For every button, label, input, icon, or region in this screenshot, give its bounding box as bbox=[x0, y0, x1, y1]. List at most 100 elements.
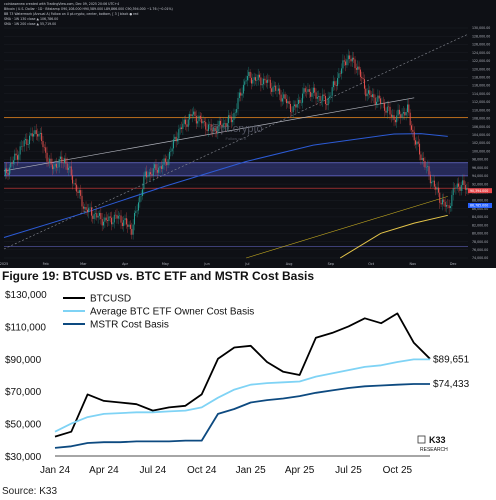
tv-candle-body bbox=[390, 114, 392, 117]
tv-candle-body bbox=[39, 132, 41, 134]
tv-candle-body bbox=[154, 164, 156, 169]
tv-candle-body bbox=[386, 106, 388, 113]
tv-candle-body bbox=[19, 146, 21, 155]
tv-candle-body bbox=[129, 224, 131, 229]
tv-candle-body bbox=[466, 188, 468, 190]
tv-candle-body bbox=[117, 215, 119, 219]
tv-candle-body bbox=[131, 228, 133, 235]
tv-candle-body bbox=[428, 166, 430, 175]
tv-price-label: 82,000.00 bbox=[472, 223, 488, 227]
tv-candle-body bbox=[80, 190, 82, 196]
tv-candle-body bbox=[93, 213, 95, 219]
series-line-0 bbox=[54, 312, 431, 438]
tv-candle-body bbox=[116, 214, 118, 219]
tv-candle-body bbox=[264, 78, 266, 81]
tv-candle-body bbox=[448, 205, 450, 208]
tv-candle-body bbox=[202, 121, 204, 124]
tv-candle-body bbox=[201, 118, 203, 124]
tv-candle-body bbox=[84, 207, 86, 209]
tv-candle-body bbox=[41, 132, 43, 142]
tv-candle-body bbox=[33, 134, 35, 137]
tv-candle-body bbox=[146, 171, 148, 178]
tv-candle-body bbox=[362, 78, 364, 80]
tv-candle-body bbox=[133, 212, 135, 225]
tv-candle-body bbox=[138, 202, 139, 211]
tv-candle-body bbox=[381, 102, 383, 104]
tv-price-tag-bg bbox=[468, 188, 492, 194]
y-tick-label: $130,000 bbox=[5, 290, 47, 301]
tv-candle-body bbox=[439, 192, 441, 203]
tv-month-label: Mar bbox=[80, 262, 87, 266]
tradingview-plot: 130,000.00 128,000.00 126,000.00 124,000.00… bbox=[0, 26, 492, 266]
tv-candle-body bbox=[217, 126, 219, 134]
tv-price-label: 122,000.00 bbox=[472, 59, 490, 63]
tv-price-label: 88,000.00 bbox=[472, 199, 488, 203]
tv-candle-body bbox=[179, 127, 181, 130]
tv-month-label: Sep bbox=[328, 262, 334, 266]
tv-candle-body bbox=[316, 96, 318, 99]
tv-candle-body bbox=[12, 160, 14, 164]
tv-price-label: 126,000.00 bbox=[472, 43, 490, 47]
tv-candle-body bbox=[197, 121, 199, 124]
tv-candle-body bbox=[144, 171, 146, 177]
tv-candle-body bbox=[279, 88, 281, 95]
tv-candle-body bbox=[334, 81, 336, 85]
tv-candle-body bbox=[220, 120, 222, 125]
tv-candle-body bbox=[86, 209, 88, 213]
tv-candle-body bbox=[228, 115, 230, 124]
tv-candle-body bbox=[150, 172, 152, 175]
tv-candle-body bbox=[281, 98, 283, 102]
tv-candle-body bbox=[349, 55, 351, 59]
tv-candle-body bbox=[358, 66, 360, 70]
tv-candle-body bbox=[177, 138, 178, 142]
tv-candle-body bbox=[27, 144, 29, 145]
tv-candle-body bbox=[174, 136, 176, 140]
tv-watermark-sub: Follow on X bbox=[226, 136, 247, 141]
tv-candle-body bbox=[31, 133, 33, 137]
tv-candle-body bbox=[310, 91, 312, 97]
tv-candle-body bbox=[396, 115, 398, 123]
tv-candle-body bbox=[68, 167, 70, 170]
tv-candle-body bbox=[413, 131, 415, 141]
tv-candle-body bbox=[61, 156, 63, 163]
tv-candle-body bbox=[394, 119, 396, 123]
tv-header-line: SMA · 1W 130 close ▲ 106,786.00 bbox=[4, 17, 59, 21]
tv-candle-body bbox=[314, 87, 316, 93]
tv-price-label: 128,000.00 bbox=[472, 34, 490, 38]
tv-candle-body bbox=[78, 190, 80, 194]
tv-candle-body bbox=[345, 61, 347, 66]
tv-price-label: 108,000.00 bbox=[472, 117, 490, 121]
tv-candle-body bbox=[205, 122, 207, 130]
tv-price-label: 100,000.00 bbox=[472, 149, 490, 153]
tv-candle-body bbox=[272, 86, 274, 92]
tv-candle-body bbox=[160, 166, 162, 169]
tv-candle-body bbox=[253, 77, 255, 80]
tv-candle-body bbox=[437, 187, 439, 193]
tv-candle-body bbox=[397, 109, 399, 116]
x-tick-label: Apr 24 bbox=[89, 465, 119, 476]
x-tick-label: Jan 24 bbox=[40, 465, 70, 476]
tv-candle-body bbox=[178, 129, 180, 139]
tv-candle-body bbox=[46, 152, 48, 162]
tv-candle-body bbox=[62, 162, 64, 164]
tv-candle-body bbox=[361, 76, 363, 79]
tv-candle-body bbox=[96, 213, 98, 218]
tv-candle-body bbox=[246, 76, 248, 81]
tv-candle-body bbox=[294, 104, 295, 107]
tv-candle-body bbox=[225, 123, 227, 127]
tv-candle-body bbox=[433, 180, 435, 187]
tv-candle-body bbox=[331, 87, 333, 96]
tv-candle-body bbox=[242, 84, 244, 94]
tv-candle-body bbox=[171, 148, 173, 152]
tv-candle-body bbox=[107, 220, 109, 221]
tv-candle-body bbox=[193, 111, 195, 115]
tv-candle-body bbox=[230, 116, 232, 123]
tv-candle-body bbox=[232, 119, 234, 123]
tv-candle-body bbox=[198, 115, 200, 122]
tv-month-label: May bbox=[162, 262, 169, 266]
tv-candle-body bbox=[233, 113, 235, 120]
tv-candle-body bbox=[424, 160, 426, 168]
tv-candle-body bbox=[49, 158, 51, 163]
tv-candle-body bbox=[255, 77, 256, 81]
tv-candle-body bbox=[229, 115, 231, 117]
